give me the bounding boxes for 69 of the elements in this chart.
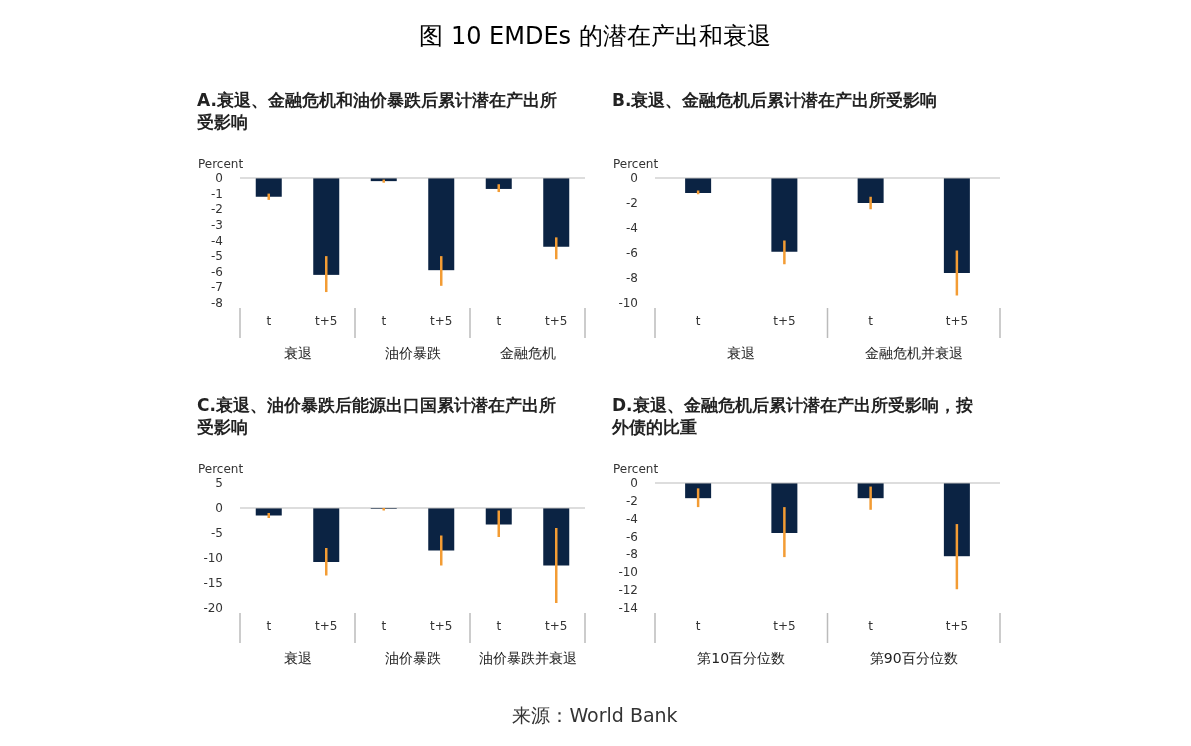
- x-tick-label: t+5: [545, 314, 568, 328]
- y-tick-label: -5: [211, 526, 223, 540]
- y-tick-label: -6: [211, 264, 223, 279]
- text: 第10百分位数: [697, 650, 786, 666]
- source-note: 来源：World Bank: [512, 704, 678, 726]
- y-tick-label: -5: [211, 249, 223, 264]
- x-tick-label: t+5: [430, 619, 453, 633]
- x-tick-label: t+5: [773, 619, 796, 633]
- x-tick-label: t: [868, 619, 874, 633]
- y-tick-label: -4: [626, 511, 638, 526]
- text: 金融危机并衰退: [864, 345, 963, 361]
- y-tick-label: -14: [618, 601, 638, 615]
- y-tick-label: -4: [626, 221, 638, 235]
- text: 第90百分位数: [869, 650, 958, 666]
- y-tick-label: -15: [203, 576, 223, 590]
- chart-title: C.衰退、油价暴跌后能源出口国累计潜在产出所受影响: [197, 395, 556, 437]
- x-tick-label: t: [381, 314, 387, 328]
- x-tick-label: t+5: [315, 619, 338, 633]
- y-tick-label: 0: [215, 171, 223, 185]
- x-tick-label: t+5: [315, 314, 338, 328]
- x-tick-label: t+5: [545, 619, 568, 633]
- y-tick-label: -6: [626, 246, 638, 260]
- y-tick-label: -10: [618, 296, 638, 310]
- chart-title: D.衰退、金融危机后累计潜在产出所受影响，按外债的比重: [611, 395, 973, 437]
- y-axis-title: Percent: [613, 462, 659, 476]
- y-tick-label: -4: [211, 233, 223, 248]
- x-tick-label: t: [868, 314, 874, 328]
- x-tick-label: t: [695, 314, 701, 328]
- y-tick-label: -7: [211, 280, 223, 295]
- x-tick-label: t+5: [430, 314, 453, 328]
- text: 油价暴跌: [384, 345, 441, 361]
- y-tick-label: 0: [215, 501, 223, 515]
- text: 衰退: [283, 650, 312, 666]
- text: 金融危机: [499, 345, 556, 361]
- x-tick-label: t+5: [945, 314, 969, 328]
- x-tick-label: t: [496, 314, 502, 328]
- y-tick-label: -2: [626, 493, 638, 508]
- x-tick-label: t+5: [773, 314, 796, 328]
- text: 衰退: [283, 345, 312, 361]
- y-tick-label: -8: [211, 296, 223, 310]
- y-tick-label: -6: [626, 529, 638, 544]
- chart-title: B.衰退、金融危机后累计潜在产出所受影响: [612, 90, 938, 110]
- y-axis-title: Percent: [198, 157, 244, 171]
- chart-title: A.衰退、金融危机和油价暴跌后累计潜在产出所受影响: [197, 90, 557, 132]
- text: 油价暴跌并衰退: [478, 650, 577, 666]
- text: 油价暴跌: [384, 650, 441, 666]
- x-tick-label: t: [496, 619, 502, 633]
- y-tick-label: -12: [618, 583, 638, 598]
- x-tick-label: t: [266, 619, 272, 633]
- y-tick-label: 0: [630, 171, 638, 185]
- y-tick-label: -10: [618, 565, 638, 580]
- y-tick-label: -3: [211, 217, 223, 232]
- x-tick-label: t: [695, 619, 701, 633]
- y-tick-label: -2: [211, 202, 223, 217]
- y-axis-title: Percent: [613, 157, 659, 171]
- y-tick-label: -2: [626, 196, 638, 210]
- y-tick-label: -20: [203, 601, 223, 615]
- y-tick-label: -1: [211, 186, 223, 201]
- y-tick-label: -10: [203, 551, 223, 565]
- x-tick-label: t+5: [945, 619, 969, 633]
- y-tick-label: -8: [626, 547, 638, 562]
- y-tick-label: 0: [630, 476, 638, 490]
- text: 衰退: [727, 345, 756, 361]
- x-tick-label: t: [266, 314, 272, 328]
- x-tick-label: t: [381, 619, 387, 633]
- y-tick-label: -8: [626, 271, 638, 285]
- y-axis-title: Percent: [198, 462, 244, 476]
- caption: 图 10 EMDEs 的潜在产出和衰退: [419, 22, 771, 50]
- y-tick-label: 5: [215, 476, 223, 490]
